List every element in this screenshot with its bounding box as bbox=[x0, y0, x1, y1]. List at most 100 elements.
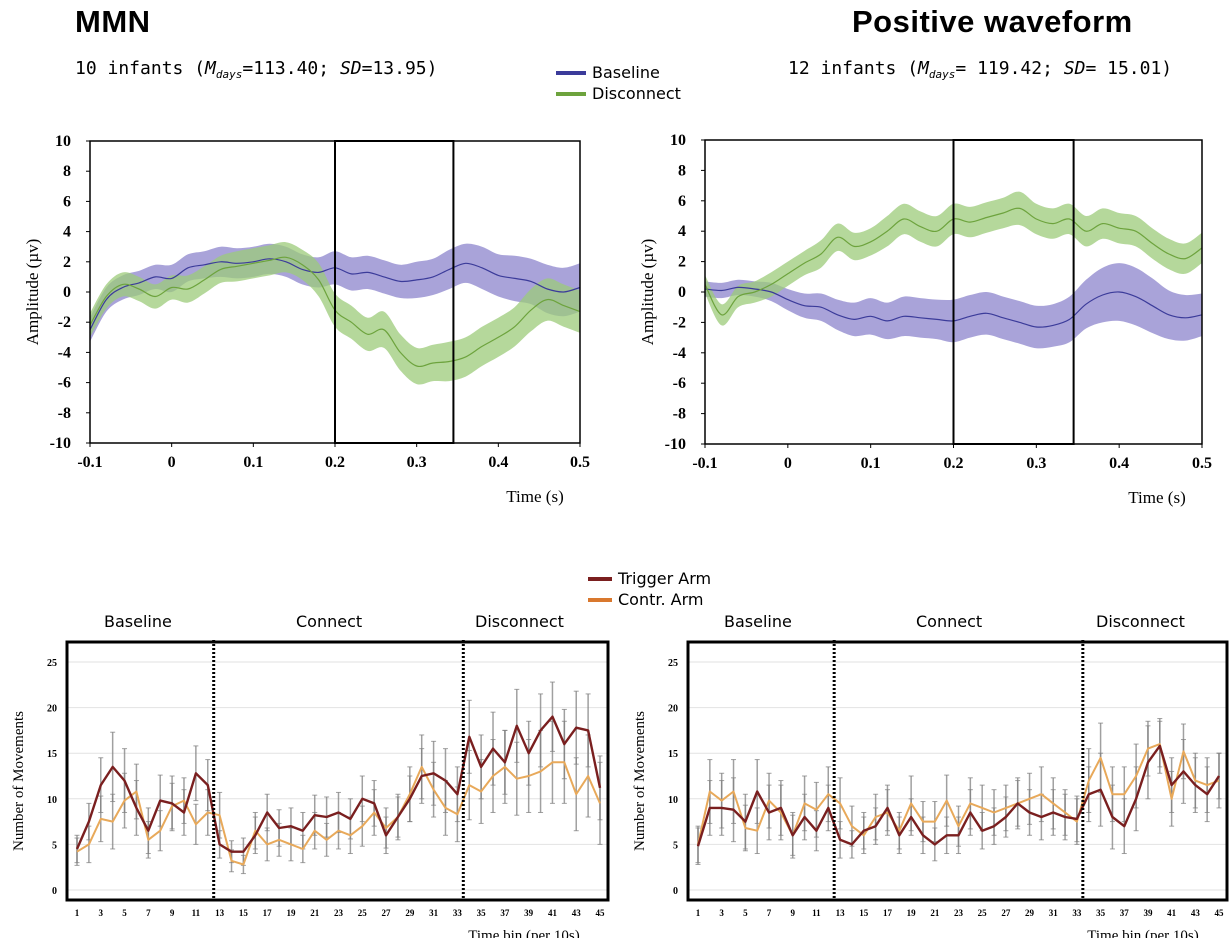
y-tick-label: 2 bbox=[678, 254, 686, 271]
legend-label-contr-arm: Contr. Arm bbox=[618, 590, 704, 609]
x-tick-label: 17 bbox=[883, 908, 893, 918]
legend-item-trigger-arm: Trigger Arm bbox=[588, 568, 711, 589]
x-tick-label: 0.5 bbox=[1192, 455, 1212, 472]
x-tick-label: 15 bbox=[859, 908, 869, 918]
mmn-waveform-chart: 10 8 6 4 2 0 -2 -4 -6 -8 -10 -0.1 0 0.1 0.2 0.3 0.4 0.5 Am… bbox=[23, 133, 590, 506]
y-tick-label: -4 bbox=[58, 344, 71, 361]
x-tick-label: 0.2 bbox=[944, 455, 964, 472]
y-tick-label: 6 bbox=[63, 193, 71, 210]
x-tick-label: 29 bbox=[405, 908, 415, 918]
mmn-subtitle: 10 infants (Mdays=113.40; SD=13.95) bbox=[75, 58, 438, 81]
y-tick-label: 0 bbox=[63, 284, 71, 301]
x-tick-label: 29 bbox=[1025, 908, 1035, 918]
y-tick-label: 20 bbox=[47, 704, 57, 715]
x-tick-label: 43 bbox=[1191, 908, 1201, 918]
x-tick-label: 5 bbox=[743, 908, 748, 918]
y-tick-label: -8 bbox=[58, 405, 71, 422]
plot-frame bbox=[686, 640, 1229, 902]
line-trigger-arm bbox=[696, 744, 1221, 847]
x-tick-label: 0.4 bbox=[488, 454, 508, 471]
positive-waveform-chart: 10 8 6 4 2 0 -2 -4 -6 -8 -10 -0.1 0 0.1 0.2 0.3 0.4 0.5 Am… bbox=[638, 132, 1212, 507]
y-tick-label: 15 bbox=[47, 749, 57, 760]
y-tick-label: 2 bbox=[63, 254, 71, 271]
legend-label-disconnect: Disconnect bbox=[592, 84, 681, 103]
x-tick-label: 41 bbox=[1167, 908, 1177, 918]
x-tick-label: 21 bbox=[310, 908, 320, 918]
x-tick-label: 23 bbox=[954, 908, 964, 918]
x-tick-label: -0.1 bbox=[692, 455, 717, 472]
x-tick-label: 39 bbox=[524, 908, 534, 918]
x-tick-label: 11 bbox=[812, 908, 821, 918]
y-tick-label: 25 bbox=[47, 658, 57, 669]
x-axis-label: Time bin (per 10s) bbox=[468, 928, 580, 938]
y-tick-label: 25 bbox=[668, 658, 678, 669]
y-tick-label: 5 bbox=[673, 840, 678, 851]
section-label-connect-right: Connect bbox=[916, 612, 983, 631]
line-trigger-arm bbox=[75, 715, 602, 853]
x-axis-label: Time bin (per 10s) bbox=[1087, 928, 1199, 938]
y-tick-label: 8 bbox=[63, 163, 71, 180]
y-tick-label: 10 bbox=[668, 795, 678, 806]
x-tick-label: 0 bbox=[784, 455, 792, 472]
x-tick-label: 7 bbox=[146, 908, 151, 918]
x-axis-label: Time (s) bbox=[506, 487, 563, 506]
x-tick-label: 3 bbox=[719, 908, 724, 918]
x-tick-label: 9 bbox=[170, 908, 175, 918]
x-tick-label: 43 bbox=[572, 908, 582, 918]
legend-label-trigger-arm: Trigger Arm bbox=[618, 569, 712, 588]
x-tick-label: 0.1 bbox=[243, 454, 263, 471]
x-tick-label: 1 bbox=[696, 908, 701, 918]
y-axis-label: Amplitude (µv) bbox=[23, 239, 42, 346]
y-tick-label: -8 bbox=[673, 406, 686, 423]
y-tick-label: 4 bbox=[63, 224, 71, 241]
x-tick-label: 11 bbox=[192, 908, 201, 918]
positive-waveform-title: Positive waveform bbox=[852, 4, 1133, 39]
x-tick-label: 31 bbox=[1049, 908, 1059, 918]
x-tick-label: 5 bbox=[122, 908, 127, 918]
y-tick-label: -10 bbox=[50, 435, 71, 452]
y-tick-label: 0 bbox=[52, 886, 57, 897]
top-legend: Baseline Disconnect bbox=[556, 62, 681, 104]
analysis-window bbox=[334, 140, 455, 444]
x-tick-label: 0.1 bbox=[861, 455, 881, 472]
x-tick-label: 3 bbox=[99, 908, 104, 918]
y-tick-label: -6 bbox=[673, 375, 686, 392]
line-contr-arm bbox=[697, 743, 1220, 845]
bottom-legend: Trigger Arm Contr. Arm bbox=[588, 568, 711, 610]
y-tick-label: 6 bbox=[678, 193, 686, 210]
x-tick-label: 15 bbox=[239, 908, 249, 918]
positive-waveform-subtitle: 12 infants (Mdays= 119.42; SD= 15.01) bbox=[788, 58, 1173, 81]
section-label-disconnect-left: Disconnect bbox=[475, 612, 564, 631]
x-tick-label: 13 bbox=[215, 908, 225, 918]
x-tick-label: 13 bbox=[836, 908, 846, 918]
y-tick-label: -10 bbox=[665, 436, 686, 453]
section-label-disconnect-right: Disconnect bbox=[1096, 612, 1185, 631]
x-tick-label: 0.5 bbox=[570, 454, 590, 471]
disconnect-swatch bbox=[556, 91, 586, 96]
x-tick-label: 1 bbox=[75, 908, 80, 918]
y-tick-label: 4 bbox=[678, 223, 686, 240]
x-tick-label: 45 bbox=[596, 908, 606, 918]
x-tick-label: 0 bbox=[168, 454, 176, 471]
y-tick-label: 0 bbox=[678, 284, 686, 301]
analysis-window bbox=[952, 139, 1075, 445]
y-tick-label: 10 bbox=[55, 133, 71, 150]
y-tick-label: -2 bbox=[673, 314, 686, 331]
section-label-baseline-right: Baseline bbox=[724, 612, 792, 631]
y-tick-label: 10 bbox=[670, 132, 686, 149]
x-tick-label: 37 bbox=[1120, 908, 1130, 918]
x-tick-label: 0.4 bbox=[1109, 455, 1129, 472]
x-tick-label: 25 bbox=[358, 908, 368, 918]
legend-item-baseline: Baseline bbox=[556, 62, 681, 83]
x-tick-label: 0.3 bbox=[1026, 455, 1046, 472]
x-tick-label: 9 bbox=[790, 908, 795, 918]
legend-item-disconnect: Disconnect bbox=[556, 83, 681, 104]
x-tick-label: 39 bbox=[1143, 908, 1153, 918]
section-label-baseline-left: Baseline bbox=[104, 612, 172, 631]
x-tick-label: 37 bbox=[500, 908, 510, 918]
x-tick-label: 27 bbox=[382, 908, 392, 918]
x-tick-label: 25 bbox=[978, 908, 988, 918]
legend-item-contr-arm: Contr. Arm bbox=[588, 589, 711, 610]
x-tick-label: 45 bbox=[1215, 908, 1225, 918]
trigger-arm-swatch bbox=[588, 576, 612, 581]
